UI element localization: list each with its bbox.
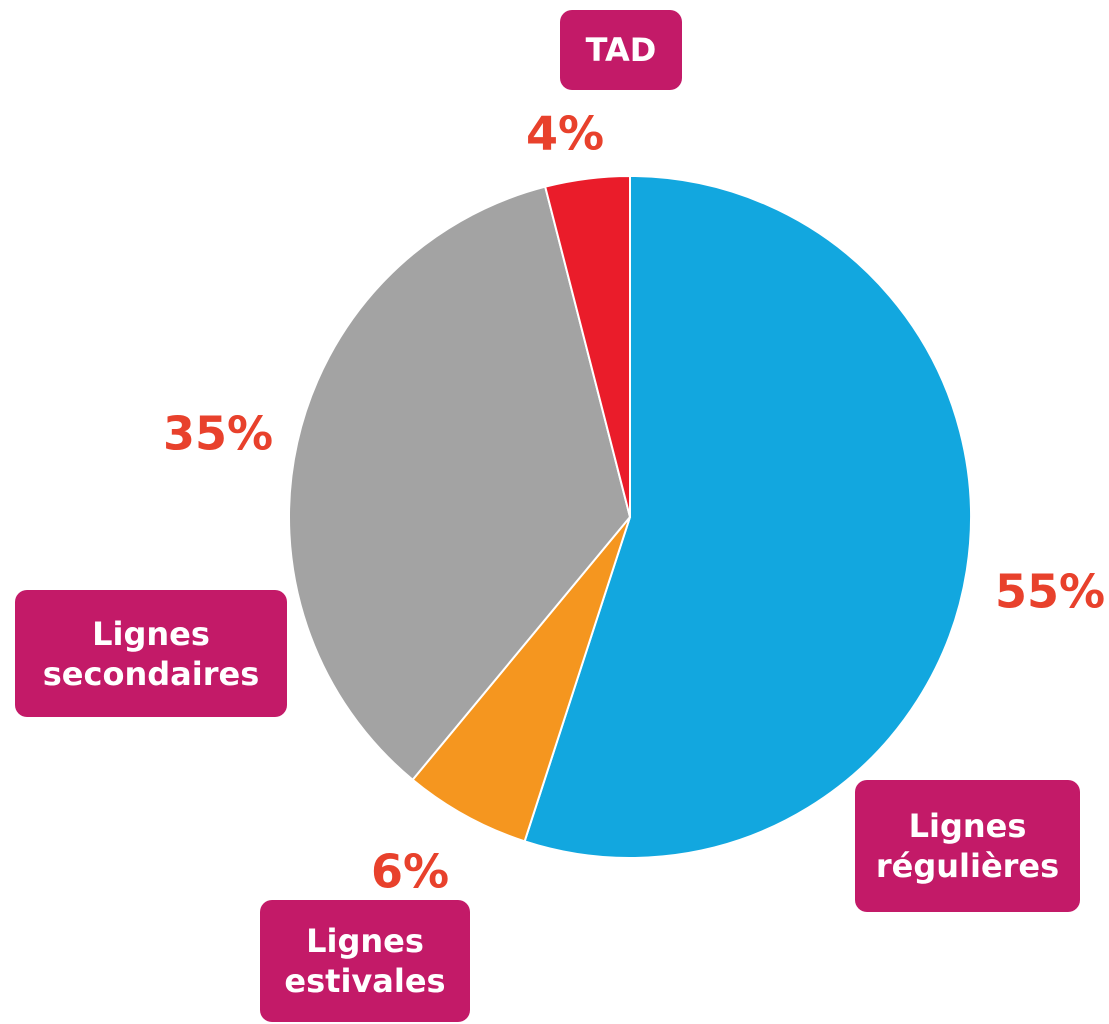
category-label: Lignes secondaires [15, 590, 287, 717]
pie-slice [523, 174, 973, 859]
value-label: 55% [995, 565, 1105, 619]
pie-slice [543, 174, 631, 518]
category-label: TAD [560, 10, 682, 90]
category-label: Lignes estivales [260, 900, 470, 1022]
category-label: Lignes régulières [855, 780, 1080, 912]
value-label: 35% [163, 407, 273, 461]
value-label: 6% [371, 845, 449, 899]
pie-slice [411, 516, 631, 843]
value-label: 4% [526, 107, 604, 161]
pie-slice [288, 185, 632, 782]
